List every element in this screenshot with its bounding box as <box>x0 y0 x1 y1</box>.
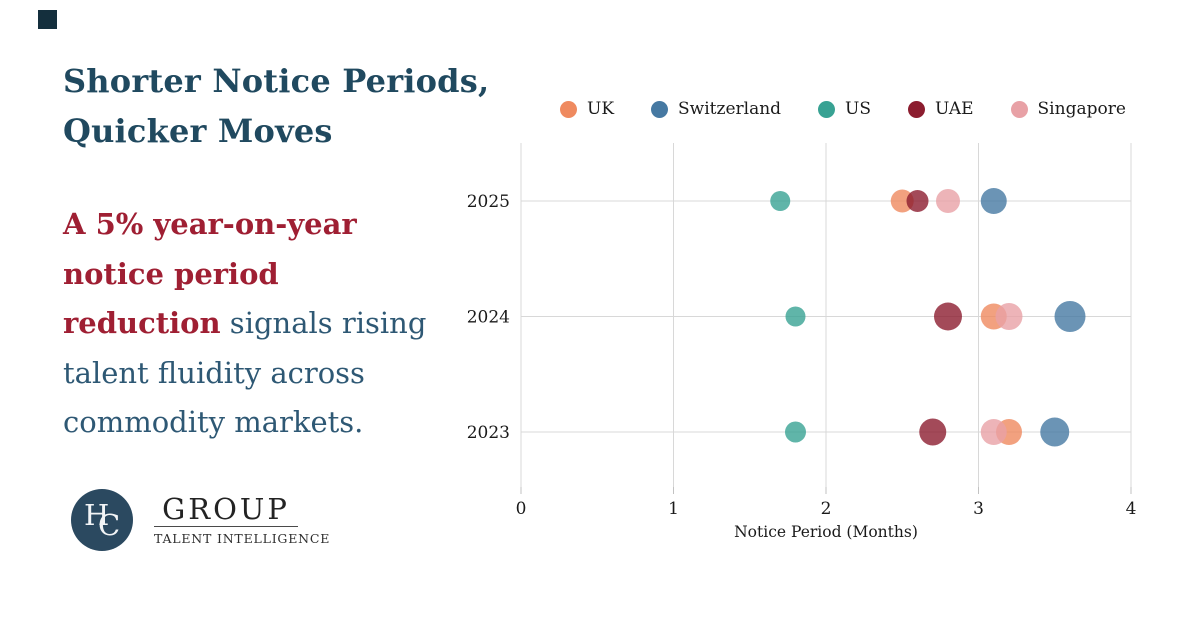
dot-US-2024 <box>785 306 806 327</box>
legend-item-switzerland: Switzerland <box>651 97 781 121</box>
legend-item-uae: UAE <box>908 97 974 121</box>
legend-label: UK <box>587 99 615 119</box>
monogram-letter-h: H <box>84 498 110 532</box>
dot-UAE-2024 <box>934 302 962 331</box>
logo-divider <box>154 526 298 527</box>
legend-label: Singapore <box>1037 99 1126 119</box>
summary-line: commodity markets. <box>63 405 364 439</box>
legend-label: US <box>845 99 872 119</box>
x-tick-label: 0 <box>516 499 527 519</box>
summary-line: reduction signals rising <box>63 306 427 340</box>
x-tick-label: 1 <box>668 499 679 519</box>
logo-tagline: TALENT INTELLIGENCE <box>154 531 331 546</box>
dot-Singapore-2023 <box>980 419 1007 445</box>
dot-UAE-2025 <box>906 190 929 212</box>
dot-Switzerland-2024 <box>1054 301 1086 332</box>
monogram-letter-c: C <box>98 508 121 542</box>
legend-dot-uk <box>560 100 577 118</box>
hc-monogram-badge: H C <box>71 489 133 551</box>
headline-line1: Shorter Notice Periods, <box>63 62 490 100</box>
legend-item-singapore: Singapore <box>1010 97 1126 121</box>
dot-UK-2025 <box>890 189 914 213</box>
summary-line: A 5% year-on-year <box>63 207 357 241</box>
x-tick-label: 4 <box>1126 499 1137 519</box>
summary-line: notice period <box>63 256 279 291</box>
legend-dot-switzerland <box>651 100 669 118</box>
dot-Switzerland-2025 <box>980 188 1007 214</box>
summary-line: talent fluidity across <box>63 355 365 390</box>
chart-legend: UK Switzerland US UAE Singapore <box>560 97 1126 121</box>
brand-corner-mark <box>38 10 57 29</box>
dot-UAE-2023 <box>919 418 947 446</box>
legend-dot-uae <box>908 100 926 118</box>
x-tick-label: 2 <box>821 499 832 519</box>
y-tick-label: 2024 <box>467 308 510 328</box>
y-tick-label: 2025 <box>467 192 510 212</box>
x-tick-label: 3 <box>973 499 984 519</box>
dot-Singapore-2025 <box>936 189 960 213</box>
legend-label: Switzerland <box>678 99 782 119</box>
dot-US-2025 <box>770 191 791 211</box>
dot-Singapore-2024 <box>995 303 1023 330</box>
y-tick-label: 2023 <box>467 423 510 443</box>
legend-item-us: US <box>818 97 871 121</box>
legend-dot-singapore <box>1010 100 1028 118</box>
legend-item-uk: UK <box>560 97 614 121</box>
dot-US-2023 <box>785 421 806 443</box>
logo-wordmark: GROUP TALENT INTELLIGENCE <box>154 492 331 546</box>
legend-dot-us <box>818 100 836 118</box>
headline: Shorter Notice Periods, Quicker Moves <box>63 56 489 156</box>
legend-label: UAE <box>935 99 974 119</box>
hc-group-logo: H C GROUP TALENT INTELLIGENCE <box>71 489 331 551</box>
headline-line2: Quicker Moves <box>63 112 333 150</box>
x-axis-title: Notice Period (Months) <box>734 523 918 541</box>
logo-name: GROUP <box>162 492 290 526</box>
scatter-plot: 0 1 2 3 4 2025 2024 2023 Notice Period (Months) <box>467 143 1137 541</box>
summary-text: A 5% year-on-year notice period reductio… <box>63 200 426 448</box>
dot-Switzerland-2023 <box>1040 417 1070 447</box>
